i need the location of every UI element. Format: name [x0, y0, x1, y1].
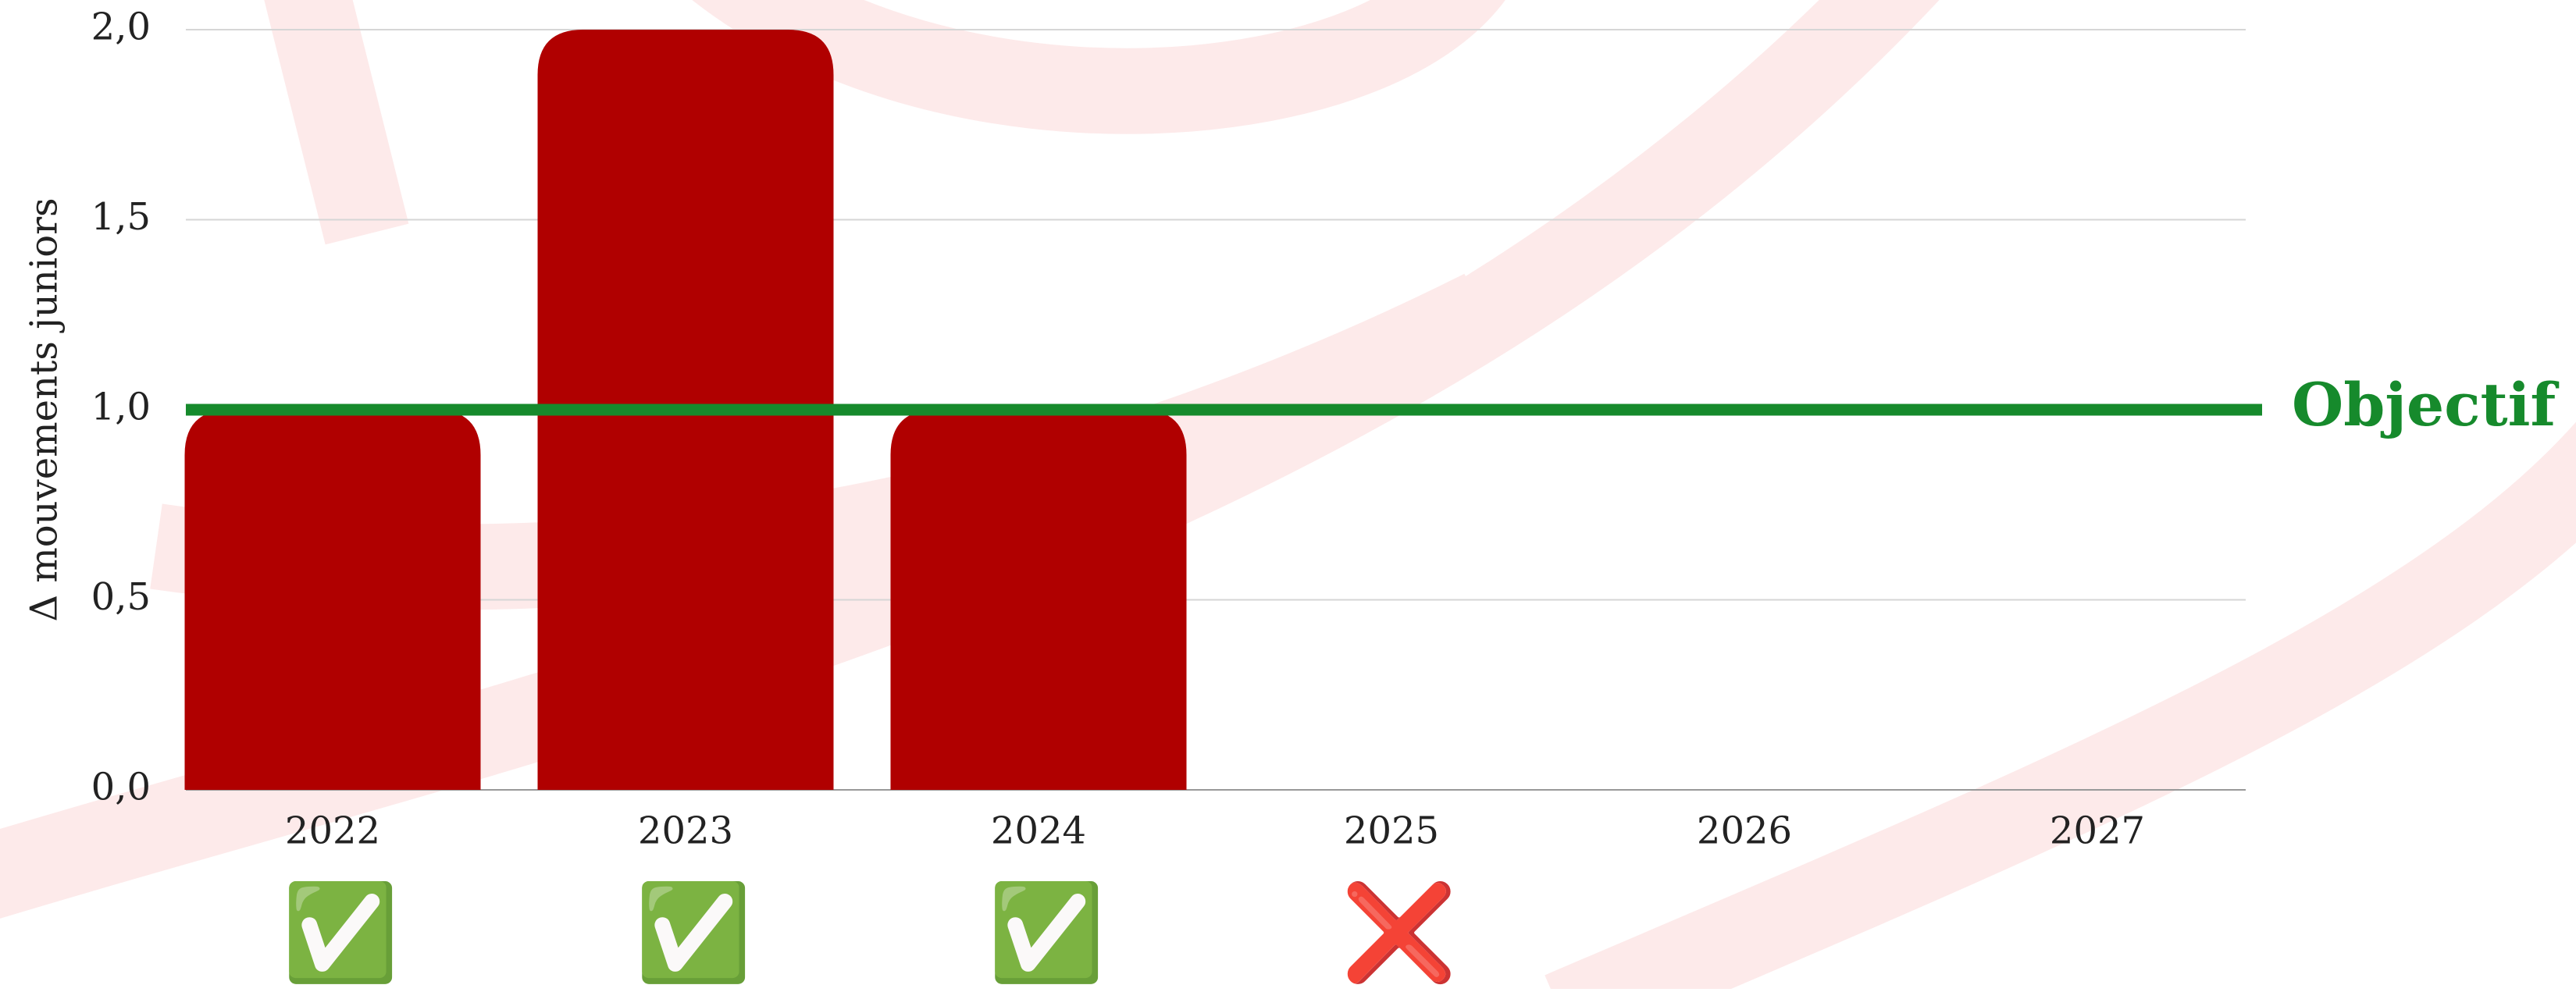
y-axis-label: Δ mouvements juniors — [23, 197, 66, 621]
y-tick-label: 1,0 — [91, 386, 151, 429]
status-icon: ✅ — [282, 879, 398, 987]
x-tick-label: 2024 — [991, 809, 1086, 853]
y-tick-label: 0,0 — [91, 766, 151, 809]
target-label: Objectif — [2292, 370, 2559, 439]
x-tick-label: 2026 — [1697, 809, 1792, 853]
status-icon: ❌ — [1341, 879, 1457, 988]
x-tick-label: 2023 — [638, 809, 733, 853]
bar — [184, 410, 481, 790]
x-tick-label: 2025 — [1344, 809, 1439, 853]
y-tick-label: 1,5 — [91, 195, 151, 239]
y-tick-label: 2,0 — [91, 5, 151, 49]
x-tick-label: 2027 — [2050, 809, 2145, 853]
x-tick-label: 2022 — [285, 809, 380, 853]
status-icon: ✅ — [635, 879, 751, 987]
status-icon: ✅ — [988, 879, 1104, 987]
y-tick-label: 0,5 — [91, 575, 151, 619]
bar — [890, 410, 1187, 790]
